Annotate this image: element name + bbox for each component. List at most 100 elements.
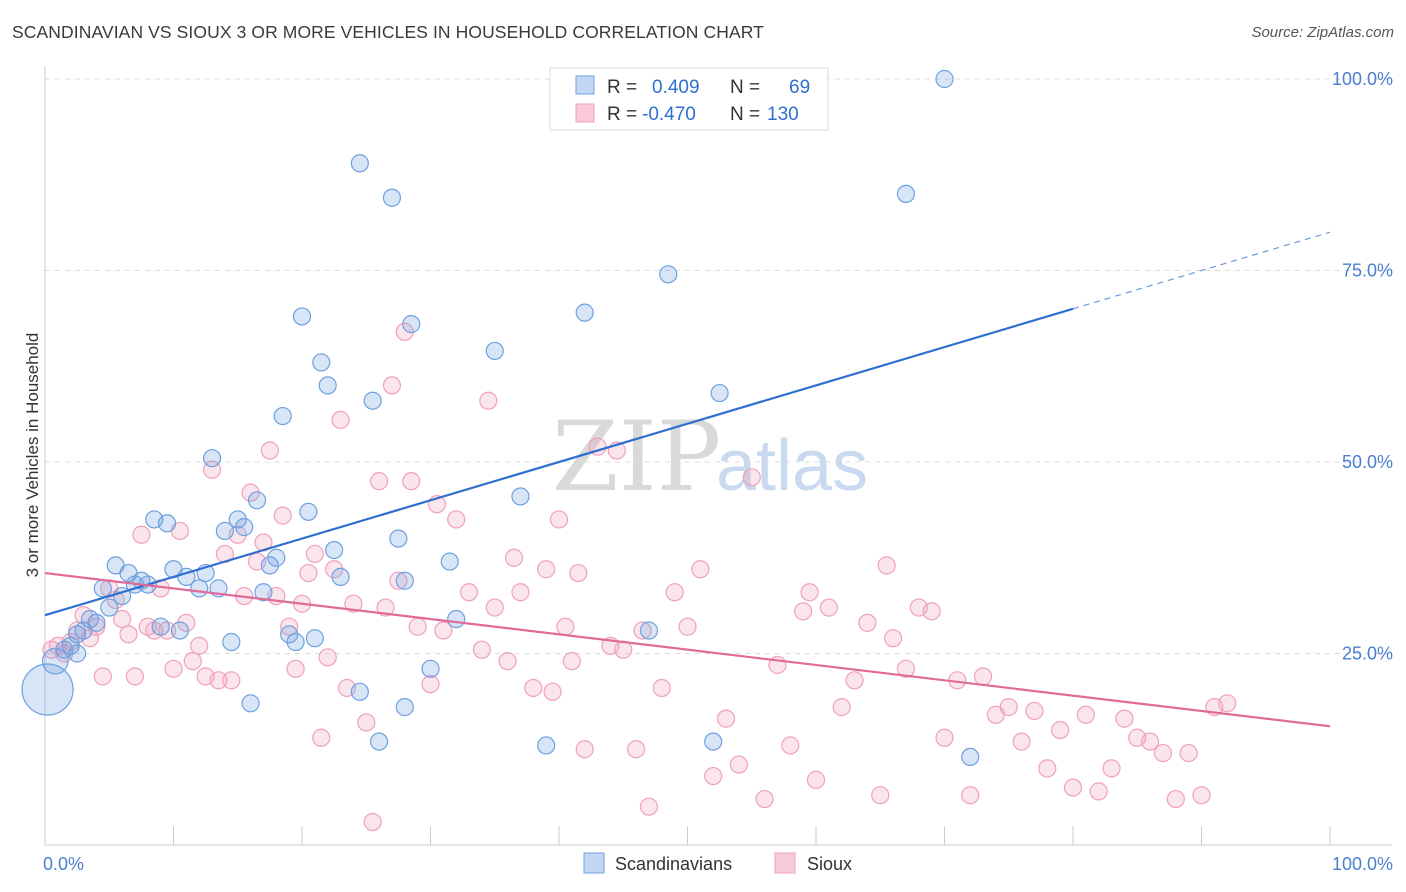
sioux-point (999, 698, 1018, 717)
sioux-point (755, 789, 774, 809)
scandinavian-trend-extension (1072, 231, 1331, 310)
scandinavian-point (151, 617, 170, 636)
sioux-point (896, 659, 916, 678)
y-tick-label-50: 50.0% (1342, 452, 1393, 472)
sioux-point (370, 472, 389, 491)
scandinavian-trend-line (44, 307, 1074, 617)
legend-n-label-2: N = (730, 104, 760, 125)
series-legend: Scandinavians Sioux (583, 852, 852, 874)
sioux-point (704, 766, 723, 786)
scandinavian-point (254, 583, 273, 602)
sioux-point (331, 410, 350, 429)
sioux-point (305, 544, 324, 564)
scandinavian-point (312, 353, 331, 372)
bottom-swatch-scandinavians (583, 852, 605, 874)
sioux-point (299, 563, 318, 583)
sioux-point (260, 441, 279, 460)
scandinavian-point (395, 571, 414, 590)
sioux-point (729, 755, 749, 774)
scandinavian-point (93, 579, 112, 598)
sioux-point (498, 652, 517, 671)
sioux-point (716, 709, 736, 728)
scandinavian-point (402, 315, 421, 334)
legend-r-label-2: R = (607, 104, 637, 125)
sioux-point (877, 556, 896, 575)
x-tick-label-0: 0.0% (43, 854, 84, 874)
grid-lines (45, 78, 1392, 654)
bottom-legend-scandinavians: Scandinavians (615, 854, 732, 874)
sioux-point (504, 548, 524, 567)
sioux-point (125, 667, 145, 686)
sioux-point (472, 640, 491, 659)
sioux-point (1179, 743, 1198, 763)
sioux-point (286, 659, 305, 678)
sioux-point (922, 602, 941, 621)
sioux-point (1140, 732, 1160, 751)
bottom-legend-sioux: Sioux (807, 854, 852, 874)
scandinavian-point (222, 632, 241, 652)
sioux-point (973, 667, 993, 686)
sioux-point (1218, 694, 1237, 713)
sioux-point (164, 659, 183, 678)
sioux-point (652, 678, 671, 698)
scandinavian-point (21, 663, 74, 716)
scandinavian-point (511, 487, 530, 506)
scandinavian-point (935, 69, 954, 89)
sioux-point (639, 797, 659, 816)
sioux-point (376, 598, 395, 617)
watermark-zip: ZIP (552, 401, 721, 513)
sioux-point (511, 583, 530, 602)
sioux-point (1038, 759, 1057, 778)
sioux-point (1025, 701, 1044, 721)
scandinavian-point (68, 644, 87, 663)
y-axis-label: 3 or more Vehicles in Household (23, 333, 42, 578)
sioux-point (1192, 786, 1211, 805)
sioux-point (562, 652, 581, 671)
scandinavian-point (896, 184, 916, 203)
y-tick-label-75: 75.0% (1342, 261, 1393, 281)
sioux-point (781, 736, 800, 755)
scandinavian-point (215, 521, 234, 541)
scandinavian-point (704, 732, 723, 751)
sioux-point (1115, 709, 1134, 728)
scandinavian-point (575, 303, 594, 322)
scandinavian-point (331, 567, 350, 587)
sioux-point (421, 675, 440, 694)
trend-lines (44, 231, 1331, 728)
scandinavian-point (389, 529, 408, 548)
legend-r-value-2: -0.470 (642, 104, 696, 125)
scandinavian-point (395, 698, 414, 717)
sioux-points (42, 322, 1237, 832)
sioux-point (800, 583, 819, 602)
sioux-point (382, 376, 402, 395)
sioux-point (209, 671, 228, 690)
sioux-point (524, 678, 543, 698)
x-tick-label-100: 100.0% (1332, 854, 1393, 874)
scandinavian-point (440, 552, 459, 571)
sioux-point (222, 671, 241, 690)
source-label: Source: ZipAtlas.com (1251, 24, 1394, 41)
tick-labels: 25.0% 50.0% 75.0% 100.0% 0.0% 100.0% (43, 69, 1393, 874)
legend-swatch-sioux (575, 103, 595, 123)
sioux-point (845, 671, 864, 690)
sioux-point (363, 812, 382, 832)
scandinavian-point (202, 449, 222, 468)
scandinavian-point (350, 154, 369, 173)
scandinavian-point (273, 406, 292, 426)
sioux-point (132, 525, 151, 544)
scandinavian-point (325, 540, 344, 560)
scandinavian-point (100, 598, 119, 617)
scandinavian-point (710, 383, 729, 403)
scandinavian-points (21, 69, 980, 767)
scandinavian-point (235, 518, 254, 537)
sioux-point (1102, 759, 1121, 778)
scandinavian-point (299, 502, 318, 521)
sioux-point (312, 728, 331, 747)
sioux-point (318, 648, 337, 667)
scandinavian-point (305, 629, 324, 648)
sioux-point (832, 698, 851, 717)
sioux-trend-line (44, 571, 1331, 728)
scandinavian-point (247, 491, 267, 510)
sioux-point (434, 621, 453, 640)
